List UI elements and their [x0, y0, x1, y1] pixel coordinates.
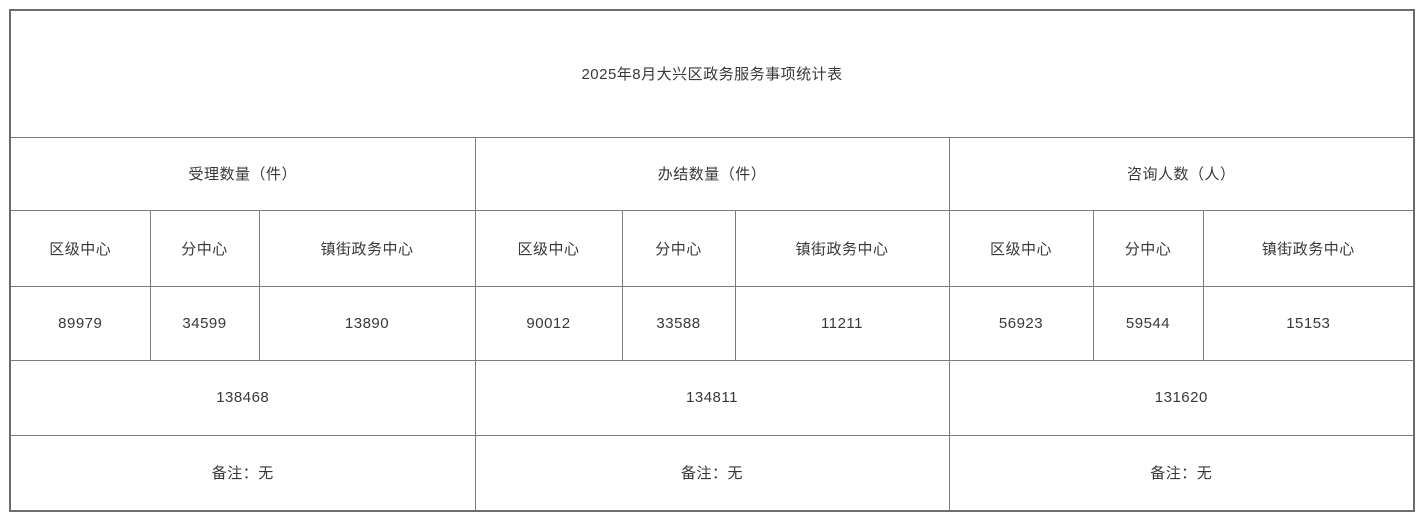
- total-accepted: 138468: [9, 359, 476, 436]
- subheader-accepted-district: 区级中心: [9, 209, 151, 287]
- remark-consultation: 备注：无: [948, 434, 1415, 512]
- subheader-consultation-township: 镇街政务中心: [1202, 209, 1415, 287]
- subheader-accepted-subcenter: 分中心: [149, 209, 260, 287]
- group-header-completed: 办结数量（件）: [474, 136, 950, 211]
- value-completed-district: 90012: [474, 285, 623, 361]
- group-header-accepted: 受理数量（件）: [9, 136, 476, 211]
- group-header-row: 受理数量（件） 办结数量（件） 咨询人数（人）: [9, 136, 1415, 211]
- data-row: 89979 34599 13890 90012 33588 11211 5692…: [9, 285, 1415, 361]
- subheader-consultation-district: 区级中心: [948, 209, 1094, 287]
- value-accepted-district: 89979: [9, 285, 151, 361]
- remark-completed: 备注：无: [474, 434, 950, 512]
- value-consultation-district: 56923: [948, 285, 1094, 361]
- value-accepted-subcenter: 34599: [149, 285, 260, 361]
- sub-header-row: 区级中心 分中心 镇街政务中心 区级中心 分中心 镇街政务中心 区级中心 分中心…: [9, 209, 1415, 287]
- value-accepted-township: 13890: [258, 285, 476, 361]
- total-consultation: 131620: [948, 359, 1415, 436]
- statistics-table: 2025年8月大兴区政务服务事项统计表 受理数量（件） 办结数量（件） 咨询人数…: [9, 9, 1416, 512]
- subheader-completed-township: 镇街政务中心: [734, 209, 950, 287]
- remark-accepted: 备注：无: [9, 434, 476, 512]
- total-row: 138468 134811 131620: [9, 359, 1415, 436]
- value-completed-subcenter: 33588: [621, 285, 736, 361]
- value-consultation-subcenter: 59544: [1092, 285, 1204, 361]
- subheader-completed-subcenter: 分中心: [621, 209, 736, 287]
- table-title: 2025年8月大兴区政务服务事项统计表: [9, 9, 1415, 138]
- group-header-consultation: 咨询人数（人）: [948, 136, 1415, 211]
- subheader-consultation-subcenter: 分中心: [1092, 209, 1204, 287]
- value-consultation-township: 15153: [1202, 285, 1415, 361]
- value-completed-township: 11211: [734, 285, 950, 361]
- title-row: 2025年8月大兴区政务服务事项统计表: [9, 9, 1415, 138]
- remark-row: 备注：无 备注：无 备注：无: [9, 434, 1415, 512]
- total-completed: 134811: [474, 359, 950, 436]
- subheader-accepted-township: 镇街政务中心: [258, 209, 476, 287]
- subheader-completed-district: 区级中心: [474, 209, 623, 287]
